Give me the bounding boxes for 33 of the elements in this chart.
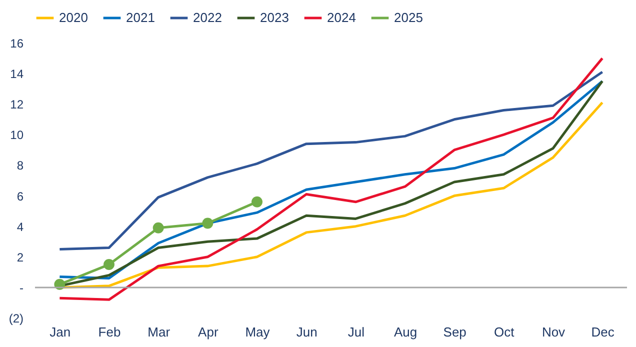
x-tick-label: Feb: [98, 324, 121, 340]
point: [202, 218, 214, 229]
x-tick-label: Apr: [198, 324, 219, 340]
y-tick-label: 6: [16, 189, 24, 204]
x-tick-label: Nov: [542, 324, 566, 340]
legend-label: 2023: [260, 10, 289, 25]
x-tick-label: Jun: [296, 324, 318, 340]
x-tick-label: Oct: [494, 324, 515, 340]
legend-label: 2020: [59, 10, 88, 25]
y-tick-label: -: [20, 280, 24, 295]
y-tick-label: (2): [8, 312, 24, 326]
line-series: [58, 70, 604, 250]
legend-label: 2022: [193, 10, 222, 25]
y-tick-label: 2: [16, 250, 24, 264]
y-tick-label: 14: [10, 67, 24, 82]
y-tick-label: 10: [10, 128, 24, 142]
x-tick-label: Jul: [348, 324, 365, 340]
legend-label: 2021: [126, 10, 155, 25]
point: [252, 196, 262, 208]
x-tick-label: Mar: [148, 324, 171, 340]
point: [152, 222, 164, 234]
y-tick-label: 8: [16, 158, 24, 173]
y-tick-label: 16: [10, 36, 24, 50]
x-tick-label: Dec: [591, 324, 615, 340]
x-tick-label: Jan: [50, 324, 71, 340]
x-tick-label: Sep: [443, 324, 466, 340]
y-tick-label: 4: [16, 220, 24, 234]
x-tick-label: May: [245, 324, 270, 340]
x-tick-label: Aug: [394, 324, 418, 340]
legend-label: 2025: [394, 10, 423, 25]
legend-label: 2024: [327, 10, 356, 25]
y-tick-label: 12: [10, 98, 24, 112]
point: [104, 259, 114, 270]
